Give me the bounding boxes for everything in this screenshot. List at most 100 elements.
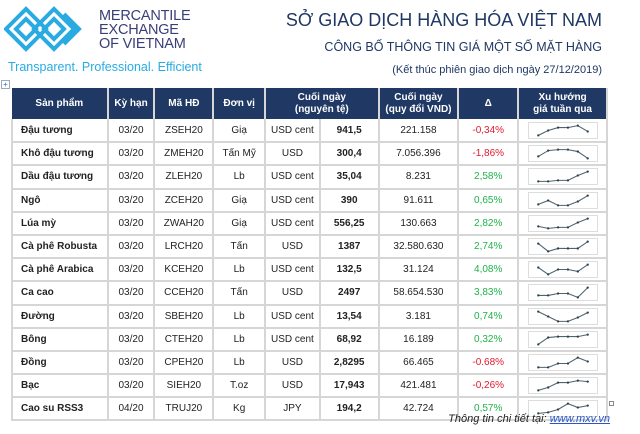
- sparkline: [527, 145, 598, 163]
- sparkline-point: [586, 170, 589, 174]
- cell-term: 03/20: [107, 165, 156, 190]
- sparkline: [527, 121, 598, 139]
- table-row: Cao su RSS3 04/20 TRUJ20 Kg JPY 194,2 42.724 0,…: [11, 397, 608, 422]
- cell-unit: Giạ: [213, 188, 267, 213]
- table-move-handle-icon[interactable]: +: [1, 80, 10, 89]
- sparkline-point: [536, 133, 539, 137]
- sparkline-line: [537, 403, 588, 415]
- sparkline-point: [586, 380, 589, 383]
- sparkline-point: [566, 381, 569, 384]
- cell-code: CTEH20: [154, 327, 215, 352]
- cell-currency: USD cent: [265, 304, 321, 329]
- cell-currency: USD cent: [265, 327, 321, 352]
- page-subtitle: CÔNG BỐ THÔNG TIN GIÁ MỘT SỐ MẶT HÀNG: [324, 40, 602, 54]
- brand-line: EXCHANGE: [99, 22, 179, 38]
- cell-currency: USD cent: [265, 165, 321, 190]
- sparkline-point: [566, 268, 569, 271]
- cell-price: 35,04: [319, 165, 380, 190]
- sparkline-point: [546, 273, 549, 276]
- cell-vnd: 58.654.530: [378, 281, 460, 306]
- sparkline-point: [576, 406, 579, 410]
- cell-trend: [518, 397, 608, 422]
- sparkline-point: [546, 149, 549, 153]
- cell-vnd: 32.580.630: [378, 234, 460, 260]
- sparkline: [527, 261, 598, 279]
- sparkline-point: [566, 247, 569, 250]
- sparkline-point: [576, 296, 579, 299]
- cell-term: 03/20: [107, 142, 156, 167]
- cell-change: -1,86%: [458, 142, 520, 167]
- cell-product: Bông: [11, 327, 109, 352]
- sparkline-point: [556, 319, 559, 323]
- sparkline-point: [546, 366, 549, 369]
- cell-vnd: 91.611: [378, 188, 460, 213]
- cell-code: ZSEH20: [154, 119, 215, 144]
- table-row: Bạc 03/20 SIEH20 T.oz USD 17,943 421.481 -0,26%: [11, 374, 608, 399]
- table-resize-handle[interactable]: [609, 401, 614, 406]
- footer: Thông tin chi tiết tại: www.mxv.vn: [448, 413, 610, 425]
- sparkline: [527, 377, 598, 395]
- cell-change: 0,74%: [458, 304, 520, 329]
- sparkline-point: [566, 179, 569, 182]
- header-line: (nguyên tệ): [294, 103, 349, 115]
- sparkline-point: [576, 356, 579, 359]
- cell-term: 03/20: [107, 350, 156, 376]
- table-row: Đậu tương 03/20 ZSEH20 Giạ USD cent 941,5 221.…: [11, 119, 608, 144]
- sparkline-line: [537, 217, 588, 229]
- brand-line: MERCANTILE: [99, 8, 191, 24]
- cell-unit: T.oz: [213, 374, 267, 399]
- cell-currency: USD: [265, 281, 321, 306]
- table-row: Bông 03/20 CTEH20 Lb USD cent 68,92 16.189 0,32…: [11, 327, 608, 352]
- cell-currency: USD: [265, 234, 321, 260]
- cell-change: 2,74%: [458, 234, 520, 260]
- cell-vnd: 3.181: [378, 304, 460, 329]
- sparkline-point: [586, 263, 589, 267]
- cell-vnd: 42.724: [378, 397, 460, 422]
- cell-trend: [518, 142, 608, 167]
- header-line: Xu hướng: [538, 91, 587, 103]
- sparkline-point: [566, 126, 569, 129]
- sparkline-point: [556, 408, 559, 411]
- cell-term: 03/20: [107, 281, 156, 306]
- sparkline-point: [546, 128, 549, 132]
- cell-code: CPEH20: [154, 350, 215, 376]
- table-row: Lúa mỳ 03/20 ZWAH20 Giạ USD cent 556,25 130.66…: [11, 211, 608, 236]
- cell-vnd: 16.189: [378, 327, 460, 352]
- sparkline: [527, 307, 598, 325]
- cell-price: 13,54: [319, 304, 380, 329]
- cell-term: 03/20: [107, 234, 156, 260]
- sparkline-point: [536, 242, 539, 245]
- sparkline-line: [537, 287, 588, 299]
- cell-code: ZMEH20: [154, 142, 215, 167]
- sparkline-point: [546, 227, 549, 230]
- sparkline-point: [536, 342, 539, 346]
- cell-currency: USD: [265, 350, 321, 376]
- sparkline-point: [536, 180, 539, 183]
- website-link[interactable]: www.mxv.vn: [549, 413, 610, 425]
- mxv-logo-icon: [4, 6, 82, 52]
- sparkline-line: [537, 171, 588, 183]
- cell-vnd: 130.663: [378, 211, 460, 236]
- sparkline-point: [546, 180, 549, 183]
- cell-price: 17,943: [319, 374, 380, 399]
- cell-trend: [518, 211, 608, 236]
- cell-product: Ngô: [11, 188, 109, 213]
- cell-trend: [518, 374, 608, 399]
- cell-trend: [518, 281, 608, 306]
- sparkline-line: [537, 333, 588, 345]
- sparkline-point: [556, 148, 559, 152]
- footer-label: Thông tin chi tiết tại:: [448, 413, 547, 425]
- cell-product: Đậu tương: [11, 119, 109, 144]
- page-title: SỞ GIAO DỊCH HÀNG HÓA VIỆT NAM: [285, 10, 602, 30]
- sparkline-point: [556, 362, 559, 365]
- sparkline-point: [586, 404, 589, 408]
- sparkline: [527, 191, 598, 209]
- cell-trend: [518, 188, 608, 213]
- cell-price: 2,8295: [319, 350, 380, 376]
- sparkline-line: [537, 264, 588, 276]
- cell-currency: JPY: [265, 397, 321, 422]
- sparkline-point: [546, 250, 549, 253]
- cell-code: KCEH20: [154, 258, 215, 283]
- table-row: Đồng 03/20 CPEH20 Lb USD 2,8295 66.465 -0.68%: [11, 350, 608, 376]
- cell-change: -0,26%: [458, 374, 520, 399]
